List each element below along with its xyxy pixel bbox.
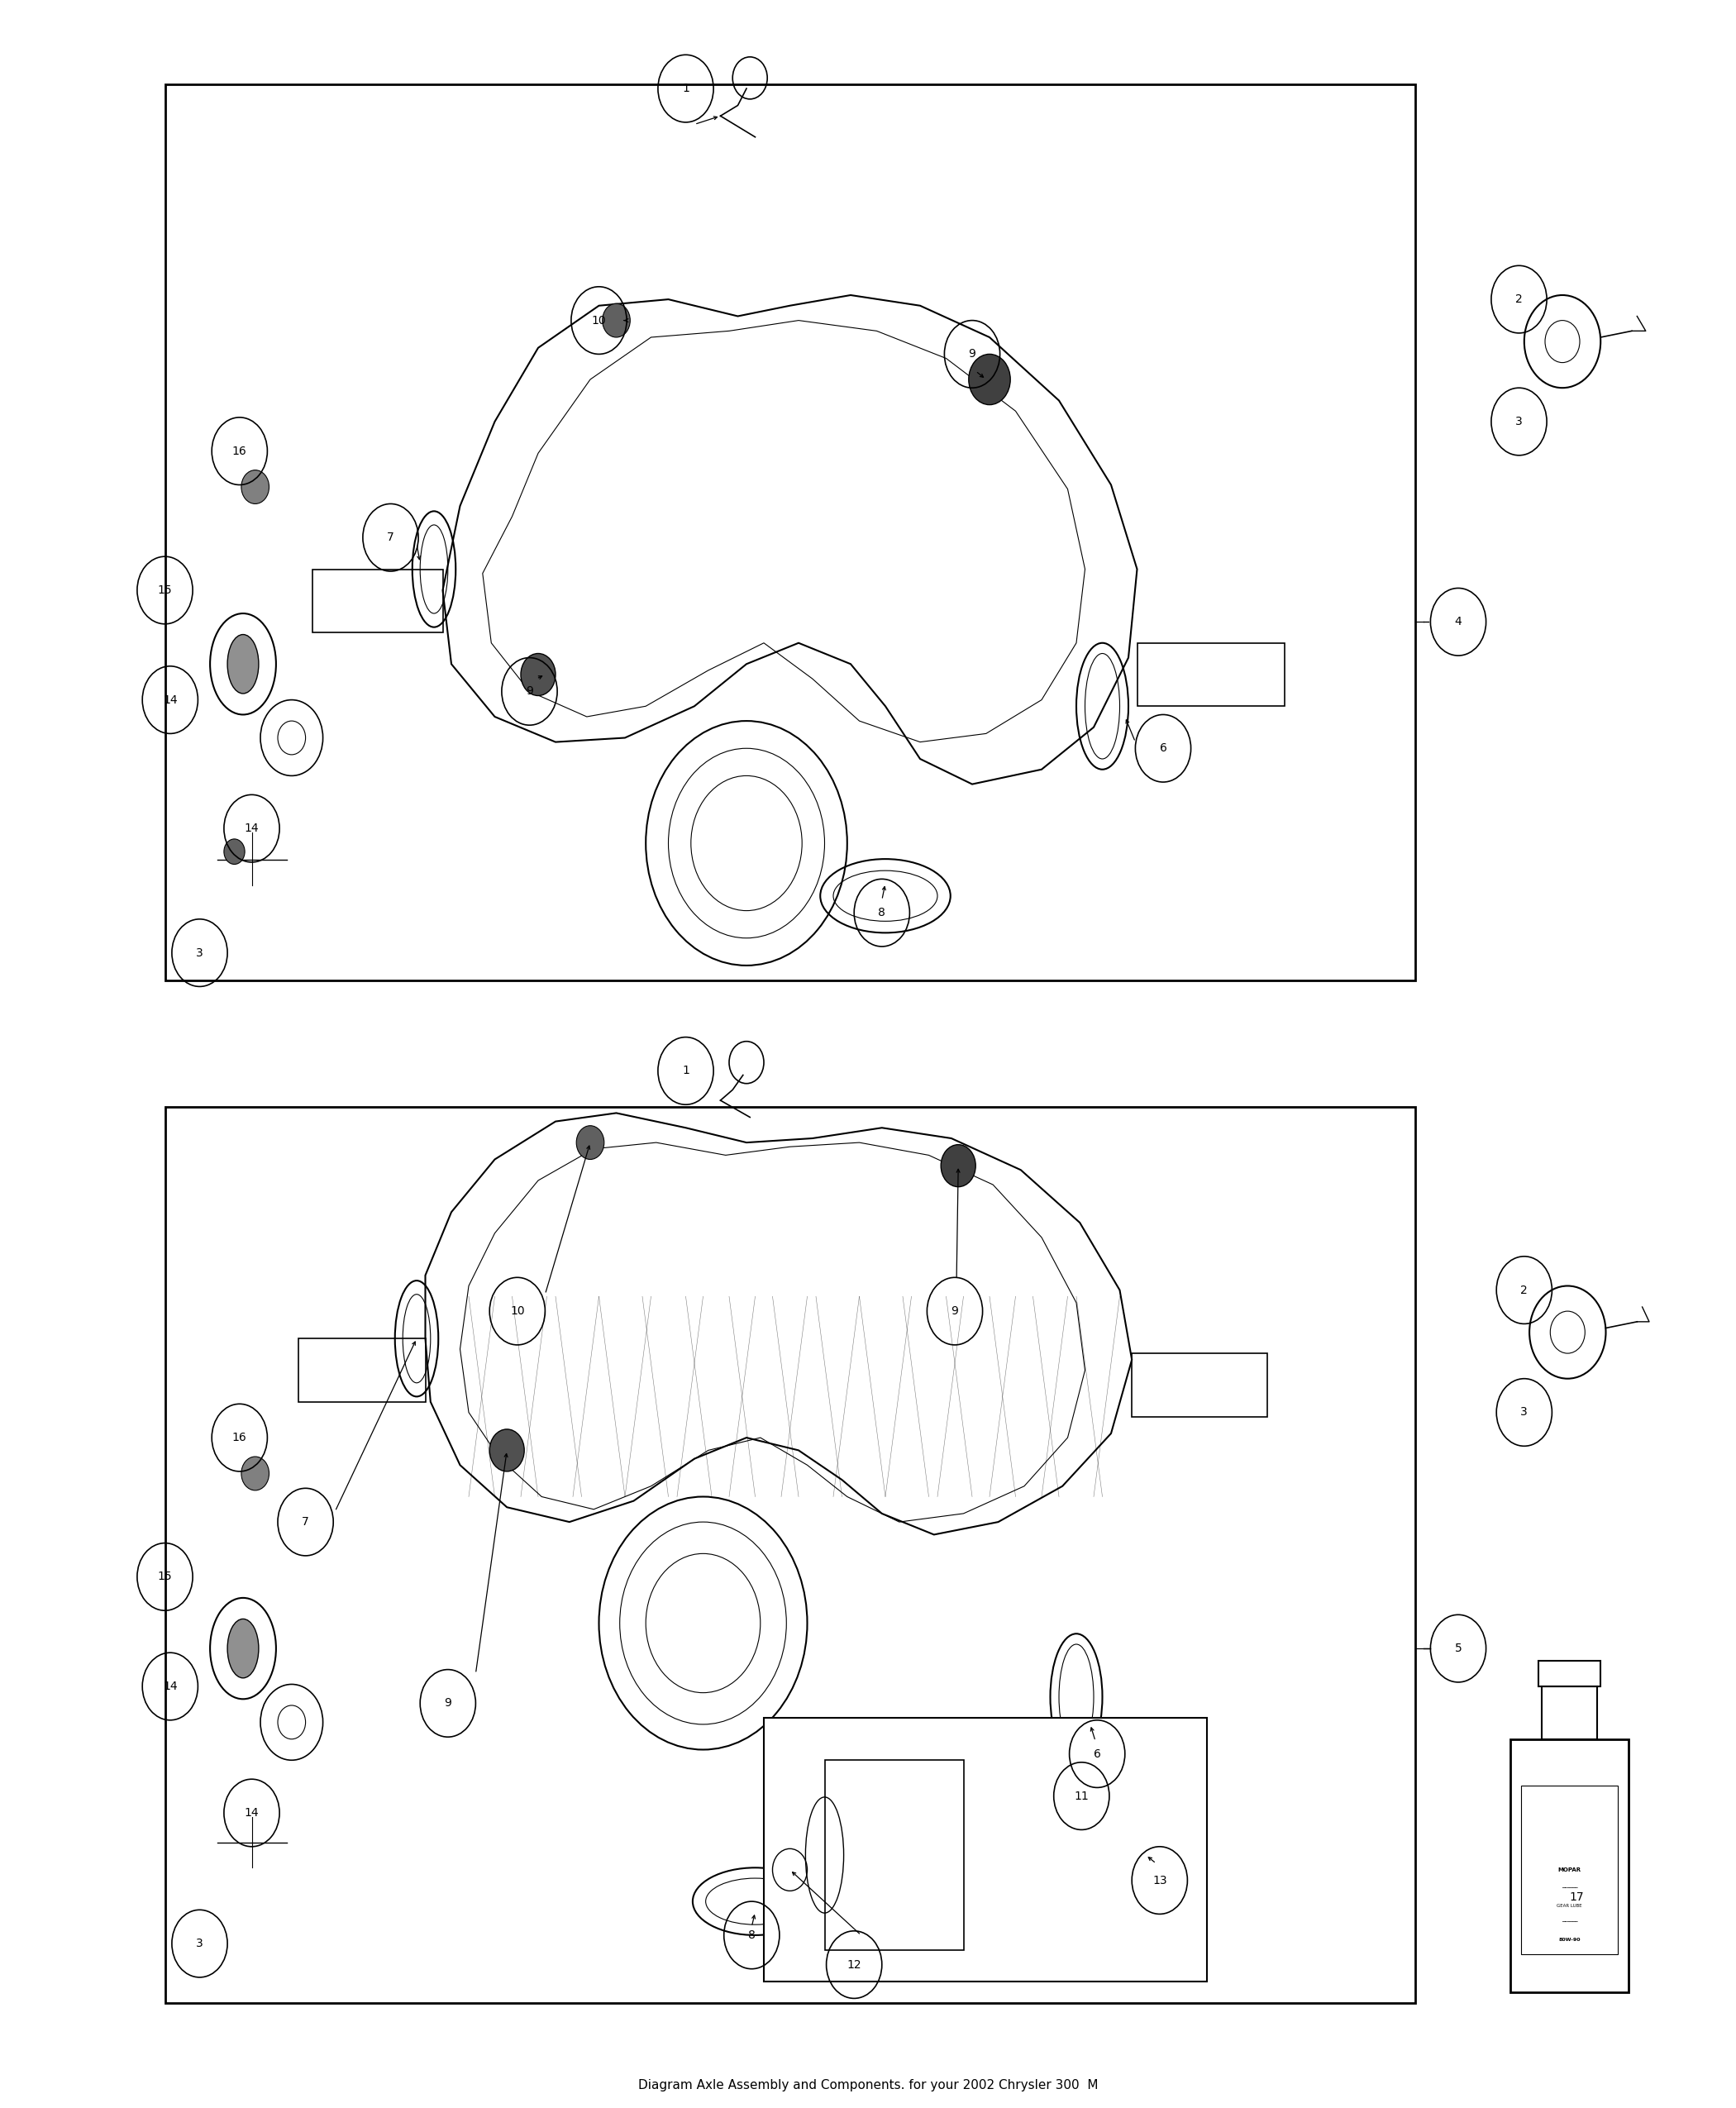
Bar [825, 1760, 963, 1950]
Text: 12: 12 [847, 1958, 861, 1971]
Circle shape [241, 470, 269, 504]
Bar [165, 1107, 1415, 2003]
Bar [1538, 1661, 1601, 1686]
Circle shape [969, 354, 1010, 405]
Text: 3: 3 [196, 946, 203, 959]
Text: 7: 7 [302, 1516, 309, 1528]
Text: 14: 14 [245, 1807, 259, 1819]
Circle shape [521, 653, 556, 696]
Text: 2: 2 [1516, 293, 1522, 306]
Text: MOPAR: MOPAR [1557, 1868, 1581, 1872]
Ellipse shape [227, 1619, 259, 1678]
Circle shape [490, 1429, 524, 1471]
Text: 9: 9 [969, 348, 976, 360]
Text: 1: 1 [682, 1065, 689, 1077]
Text: 6: 6 [1160, 742, 1167, 755]
Circle shape [241, 1457, 269, 1490]
Text: 4: 4 [1455, 616, 1462, 628]
Text: 10: 10 [510, 1305, 524, 1318]
Bar [1542, 1686, 1597, 1739]
Text: 1: 1 [682, 82, 689, 95]
Text: 14: 14 [163, 1680, 177, 1693]
Text: 9: 9 [444, 1697, 451, 1710]
Bar [1521, 1785, 1618, 1954]
Text: ──────: ────── [1561, 1887, 1578, 1891]
Text: 7: 7 [387, 531, 394, 544]
Text: 15: 15 [158, 1570, 172, 1583]
Circle shape [602, 304, 630, 337]
Text: 17: 17 [1569, 1891, 1583, 1904]
Text: Diagram Axle Assembly and Components. for your 2002 Chrysler 300  M: Diagram Axle Assembly and Components. fo… [639, 2078, 1097, 2091]
Text: 9: 9 [951, 1305, 958, 1318]
Text: 6: 6 [1094, 1748, 1101, 1760]
Text: 15: 15 [158, 584, 172, 597]
Text: 13: 13 [1153, 1874, 1167, 1887]
Ellipse shape [227, 635, 259, 694]
Text: 16: 16 [233, 445, 247, 457]
Text: GEAR LUBE: GEAR LUBE [1557, 1904, 1581, 1908]
Text: 9: 9 [526, 685, 533, 698]
Text: 11: 11 [1075, 1790, 1088, 1802]
Circle shape [224, 839, 245, 864]
Text: ──────: ────── [1561, 1920, 1578, 1925]
Text: 3: 3 [196, 1937, 203, 1950]
Text: 8: 8 [748, 1929, 755, 1941]
Bar [1510, 1739, 1628, 1992]
Text: 2: 2 [1521, 1284, 1528, 1296]
Text: 10: 10 [592, 314, 606, 327]
Text: 8: 8 [878, 906, 885, 919]
Bar [165, 84, 1415, 980]
Text: 16: 16 [233, 1431, 247, 1444]
Circle shape [941, 1145, 976, 1187]
Text: 14: 14 [163, 694, 177, 706]
Text: 5: 5 [1455, 1642, 1462, 1655]
Text: 3: 3 [1516, 415, 1522, 428]
Text: 3: 3 [1521, 1406, 1528, 1419]
Text: 14: 14 [245, 822, 259, 835]
Circle shape [576, 1126, 604, 1159]
Bar [764, 1718, 1207, 1982]
Text: 80W-90: 80W-90 [1559, 1937, 1580, 1941]
